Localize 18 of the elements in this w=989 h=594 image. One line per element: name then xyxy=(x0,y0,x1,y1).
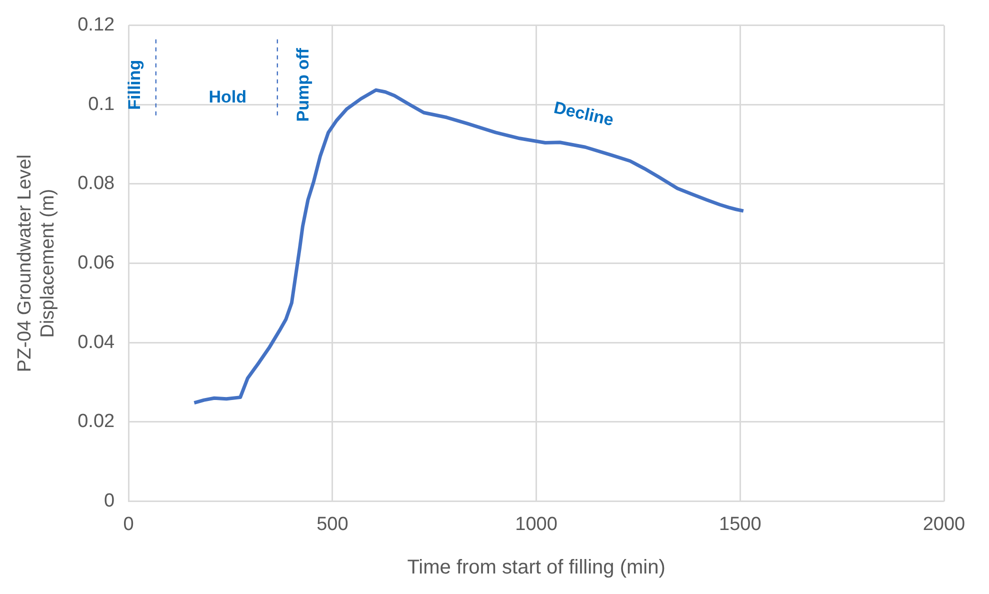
x-tick-label: 0 xyxy=(123,514,134,535)
y-tick-label: 0.04 xyxy=(78,332,116,353)
y-tick-label: 0.06 xyxy=(78,252,115,274)
y-tick-label: 0.08 xyxy=(78,173,115,194)
annotation: Filling xyxy=(124,60,144,110)
annotation: Pump off xyxy=(294,48,313,122)
y-tick-label: 0 xyxy=(104,490,115,512)
x-tick-label: 500 xyxy=(316,514,348,535)
x-tick-label: 1500 xyxy=(719,514,762,535)
annotation: Hold xyxy=(208,88,247,107)
x-tick-label: 2000 xyxy=(922,514,966,535)
y-tick-label: 0.1 xyxy=(88,94,115,115)
y-axis-title: PZ-04 Groundwater Level Displacement (m) xyxy=(14,154,58,372)
y-tick-label: 0.02 xyxy=(78,411,115,432)
x-axis-title: Time from start of filling (min) xyxy=(407,556,666,579)
annotation: Decline xyxy=(552,98,616,130)
y-tick-label: 0.12 xyxy=(78,14,115,36)
x-tick-label: 1000 xyxy=(515,514,558,535)
